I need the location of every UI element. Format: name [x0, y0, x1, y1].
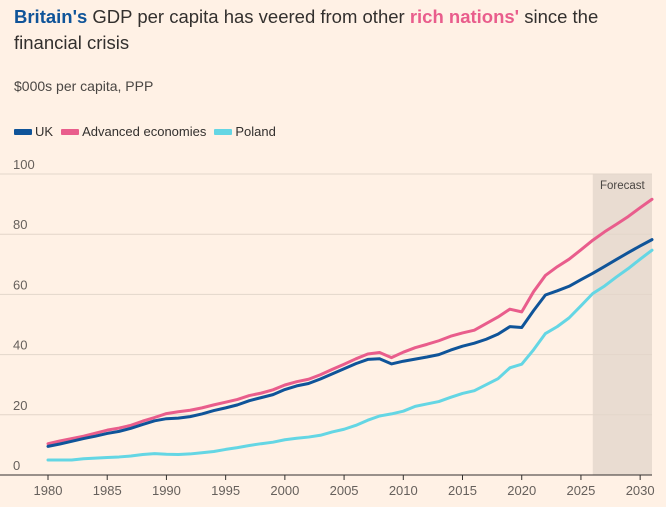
- title-text-end: since the financial crisis: [14, 6, 599, 53]
- x-tick-label-2015: 2015: [448, 483, 477, 498]
- y-tick-label-0: 0: [13, 458, 20, 473]
- title-highlight-uk: Britain's: [14, 6, 88, 27]
- series-line-poland: [46, 248, 654, 462]
- legend-label-poland: Poland: [235, 124, 276, 139]
- legend-label-advanced-economies: Advanced economies: [82, 124, 207, 139]
- x-tick-label-2030: 2030: [626, 483, 655, 498]
- series-line-advanced-economies: [46, 197, 654, 446]
- legend-swatch-advanced-economies: [61, 128, 80, 135]
- x-tick-label-1980: 1980: [34, 483, 63, 498]
- x-tick-label-2005: 2005: [330, 483, 359, 498]
- chart-subtitle: $000s per capita, PPP: [14, 78, 154, 94]
- title-highlight-advanced: rich nations': [409, 6, 520, 27]
- chart-title: Britain's GDP per capita has veered from…: [14, 4, 654, 56]
- y-tick-label-80: 80: [13, 217, 27, 232]
- series-lines: [46, 197, 654, 462]
- legend: UK Advanced economies Poland: [14, 124, 284, 139]
- x-tick-label-1995: 1995: [211, 483, 240, 498]
- legend-item-uk: UK: [14, 124, 53, 139]
- x-tick-label-1990: 1990: [152, 483, 181, 498]
- legend-swatch-poland: [214, 128, 233, 135]
- legend-swatch-uk: [14, 128, 32, 135]
- x-tick-label-1985: 1985: [93, 483, 122, 498]
- legend-label-uk: UK: [35, 124, 54, 139]
- y-tick-label-40: 40: [13, 338, 27, 353]
- x-tick-label-2020: 2020: [507, 483, 536, 498]
- y-tick-label-20: 20: [13, 398, 27, 413]
- forecast-band: [592, 174, 652, 475]
- x-tick-label-2010: 2010: [389, 483, 418, 498]
- axes: 0 20 40 60 80 100 1980 1985 1990 1995 2000 2005 2010…: [0, 157, 655, 498]
- y-tick-label-100: 100: [13, 157, 35, 172]
- gridlines: [0, 173, 652, 416]
- forecast-band-group: Forecast: [592, 174, 652, 475]
- x-tick-label-2000: 2000: [270, 483, 299, 498]
- forecast-label: Forecast: [600, 180, 646, 192]
- x-tick-label-2025: 2025: [566, 483, 595, 498]
- legend-item-advanced-economies: Advanced economies: [61, 124, 206, 139]
- title-text: GDP per capita has veered from other: [87, 6, 410, 27]
- series-line-uk: [46, 238, 654, 448]
- legend-item-poland: Poland: [214, 124, 276, 139]
- y-tick-label-60: 60: [13, 277, 27, 292]
